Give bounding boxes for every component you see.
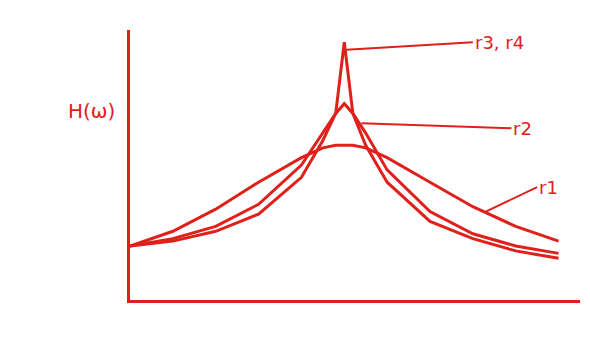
svg-text:H(ω): H(ω) [68,99,115,123]
svg-text:r1: r1 [539,177,558,198]
svg-text:r3, r4: r3, r4 [475,32,524,53]
svg-text:r2: r2 [513,118,532,139]
